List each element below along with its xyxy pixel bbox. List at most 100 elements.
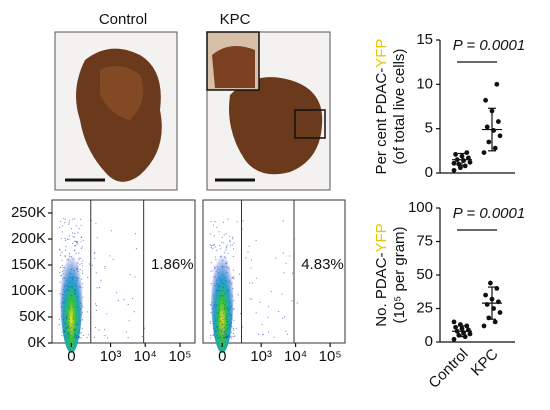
- event-dot: [219, 316, 221, 318]
- event-dot: [60, 316, 62, 318]
- event-dot: [82, 270, 84, 272]
- event-dot: [218, 231, 220, 233]
- event-dot: [60, 306, 63, 308]
- event-dot: [215, 319, 217, 321]
- x-tick-label: 10³: [100, 348, 122, 365]
- event-dot: [232, 327, 234, 330]
- event-dot: [219, 336, 221, 338]
- event-dot: [247, 251, 249, 253]
- event-dot: [75, 241, 78, 243]
- event-dot: [233, 307, 235, 309]
- event-dot: [76, 244, 78, 246]
- event-dot: [66, 326, 68, 328]
- event-dot: [66, 238, 69, 240]
- event-dot: [282, 220, 284, 222]
- event-dot: [228, 326, 230, 328]
- event-dot: [213, 276, 215, 278]
- event-dot: [77, 270, 79, 273]
- event-dot: [210, 334, 212, 337]
- event-dot: [255, 312, 257, 314]
- data-point: [483, 292, 488, 298]
- event-dot: [216, 317, 219, 320]
- event-dot: [68, 238, 70, 240]
- event-dot: [275, 257, 277, 259]
- event-dot: [72, 242, 74, 245]
- event-dot: [126, 331, 128, 333]
- event-dot: [232, 332, 235, 335]
- event-dot: [82, 287, 84, 289]
- event-dot: [61, 259, 63, 261]
- event-dot: [68, 322, 70, 324]
- event-dot: [223, 266, 225, 268]
- event-dot: [95, 222, 97, 224]
- data-point: [484, 124, 490, 130]
- event-dot: [59, 254, 62, 256]
- p-value: P = 0.0001: [453, 37, 525, 54]
- event-dot: [59, 220, 62, 222]
- event-dot: [219, 248, 221, 250]
- event-dot: [76, 323, 78, 325]
- data-point: [451, 336, 457, 342]
- event-dot: [73, 240, 75, 242]
- event-dot: [109, 255, 111, 257]
- event-dot: [216, 334, 218, 336]
- data-point: [481, 150, 487, 156]
- event-dot: [127, 337, 129, 339]
- event-dot: [222, 319, 224, 321]
- event-dot: [219, 244, 221, 247]
- event-dot: [209, 304, 211, 306]
- y-tick-label: 75: [416, 232, 433, 249]
- x-tick-label: Control: [425, 346, 471, 392]
- event-dot: [214, 221, 216, 223]
- gate-percent: 4.83%: [301, 256, 344, 273]
- event-dot: [96, 237, 98, 239]
- y-tick-label: 15: [416, 31, 433, 48]
- event-dot: [210, 220, 212, 223]
- event-dot: [103, 328, 106, 331]
- event-dot: [233, 278, 235, 280]
- event-dot: [106, 337, 108, 339]
- event-dot: [80, 314, 82, 316]
- event-dot: [74, 292, 76, 295]
- event-dot: [270, 291, 272, 293]
- event-dot: [68, 222, 70, 224]
- event-dot: [94, 303, 96, 305]
- event-dot: [69, 286, 71, 288]
- event-dot: [227, 306, 229, 309]
- event-dot: [228, 281, 230, 283]
- event-dot: [80, 302, 82, 304]
- event-dot: [64, 331, 66, 333]
- event-dot: [79, 269, 81, 271]
- event-dot: [218, 285, 220, 288]
- event-dot: [79, 337, 81, 339]
- event-dot: [215, 330, 217, 332]
- event-dot: [210, 337, 212, 339]
- event-dot: [225, 232, 227, 235]
- event-dot: [73, 276, 76, 278]
- event-dot: [62, 319, 64, 321]
- event-dot: [223, 331, 225, 333]
- event-dot: [66, 258, 68, 260]
- event-dot: [284, 316, 286, 318]
- event-dot: [127, 303, 129, 306]
- event-dot: [224, 309, 226, 311]
- data-point: [483, 97, 488, 103]
- y-tick-label: 100: [408, 199, 433, 216]
- event-dot: [291, 300, 293, 302]
- event-dot: [214, 331, 216, 333]
- y-tick-label: 150K: [11, 256, 46, 273]
- event-dot: [77, 242, 79, 244]
- y-axis-label: (of total live cells): [391, 49, 408, 165]
- event-dot: [212, 270, 214, 272]
- event-dot: [222, 290, 224, 292]
- event-dot: [229, 280, 231, 282]
- event-dot: [80, 247, 82, 249]
- event-dot: [81, 304, 83, 306]
- event-dot: [223, 307, 226, 309]
- event-dot: [292, 272, 294, 274]
- event-dot: [230, 283, 232, 285]
- event-dot: [213, 268, 216, 270]
- event-dot: [63, 284, 65, 286]
- event-dot: [267, 316, 269, 318]
